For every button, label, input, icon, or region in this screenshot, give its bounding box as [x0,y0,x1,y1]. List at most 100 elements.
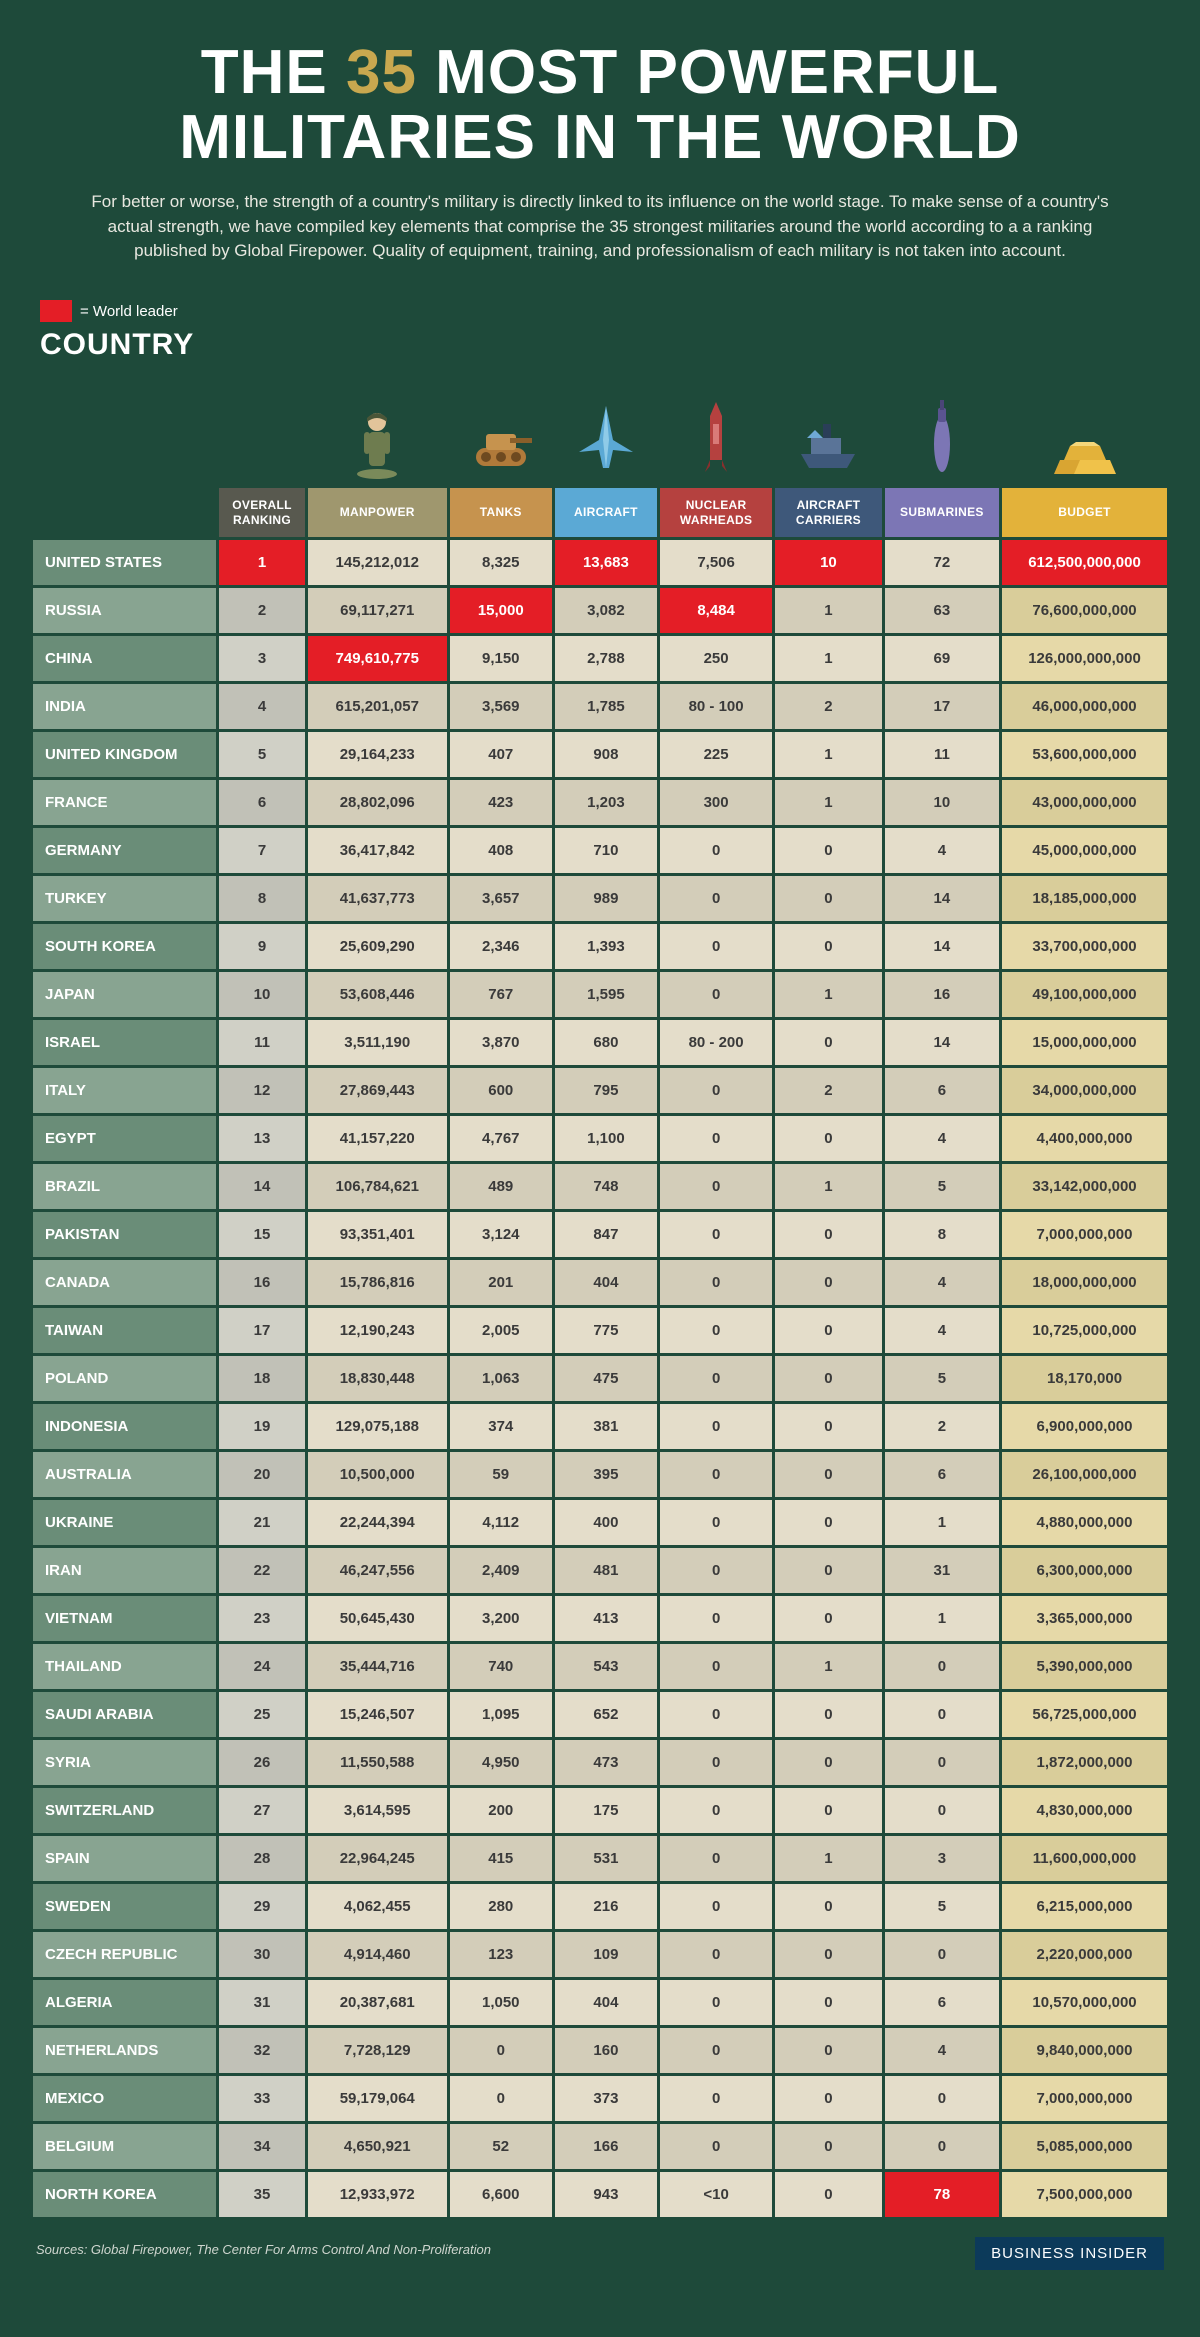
cell-manpower: 4,914,460 [308,1932,447,1977]
country-cell: SWEDEN [33,1884,216,1929]
cell-budget: 18,000,000,000 [1002,1260,1167,1305]
cell-aircraft: 710 [555,828,657,873]
cell-subs: 1 [885,1500,999,1545]
cell-subs: 10 [885,780,999,825]
table-row: NETHERLANDS327,728,12901600049,840,000,0… [33,2028,1167,2073]
cell-nukes: 0 [660,1548,772,1593]
cell-tanks: 407 [450,732,552,777]
country-cell: CHINA [33,636,216,681]
cell-subs: 6 [885,1452,999,1497]
country-cell: BRAZIL [33,1164,216,1209]
jet-icon [555,375,657,485]
cell-tanks: 9,150 [450,636,552,681]
cell-subs: 3 [885,1836,999,1881]
cell-rank: 19 [219,1404,304,1449]
country-cell: NETHERLANDS [33,2028,216,2073]
cell-nukes: 0 [660,972,772,1017]
cell-carriers: 0 [775,1260,882,1305]
cell-manpower: 28,802,096 [308,780,447,825]
table-row: SOUTH KOREA925,609,2902,3461,393001433,7… [33,924,1167,969]
cell-budget: 6,215,000,000 [1002,1884,1167,1929]
cell-nukes: 0 [660,1116,772,1161]
cell-aircraft: 404 [555,1980,657,2025]
cell-subs: 5 [885,1356,999,1401]
cell-nukes: 0 [660,1980,772,2025]
cell-nukes: 250 [660,636,772,681]
cell-aircraft: 481 [555,1548,657,1593]
cell-tanks: 15,000 [450,588,552,633]
cell-manpower: 50,645,430 [308,1596,447,1641]
cell-manpower: 41,157,220 [308,1116,447,1161]
cell-budget: 76,600,000,000 [1002,588,1167,633]
cell-subs: 6 [885,1068,999,1113]
cell-nukes: 0 [660,2028,772,2073]
cell-carriers: 0 [775,2124,882,2169]
cell-tanks: 1,050 [450,1980,552,2025]
cell-subs: 1 [885,1596,999,1641]
cell-budget: 11,600,000,000 [1002,1836,1167,1881]
cell-budget: 5,085,000,000 [1002,2124,1167,2169]
title-accent: 35 [346,38,417,107]
cell-aircraft: 413 [555,1596,657,1641]
country-cell: RUSSIA [33,588,216,633]
cell-aircraft: 748 [555,1164,657,1209]
cell-carriers: 0 [775,1212,882,1257]
gold-icon [1002,375,1167,485]
cell-carriers: 1 [775,732,882,777]
country-cell: BELGIUM [33,2124,216,2169]
table-row: SPAIN2822,964,24541553101311,600,000,000 [33,1836,1167,1881]
cell-rank: 24 [219,1644,304,1689]
cell-rank: 23 [219,1596,304,1641]
cell-rank: 22 [219,1548,304,1593]
cell-budget: 3,365,000,000 [1002,1596,1167,1641]
cell-aircraft: 160 [555,2028,657,2073]
cell-nukes: 0 [660,1836,772,1881]
table-row: RUSSIA269,117,27115,0003,0828,48416376,6… [33,588,1167,633]
cell-manpower: 15,246,507 [308,1692,447,1737]
cell-budget: 4,880,000,000 [1002,1500,1167,1545]
country-cell: INDONESIA [33,1404,216,1449]
cell-aircraft: 373 [555,2076,657,2121]
legend-label: = World leader [80,303,178,320]
table-row: FRANCE628,802,0964231,20330011043,000,00… [33,780,1167,825]
cell-manpower: 15,786,816 [308,1260,447,1305]
cell-aircraft: 543 [555,1644,657,1689]
cell-budget: 53,600,000,000 [1002,732,1167,777]
cell-subs: 2 [885,1404,999,1449]
cell-manpower: 10,500,000 [308,1452,447,1497]
cell-tanks: 1,063 [450,1356,552,1401]
cell-carriers: 0 [775,828,882,873]
cell-nukes: 0 [660,1212,772,1257]
cell-manpower: 25,609,290 [308,924,447,969]
cell-rank: 13 [219,1116,304,1161]
cell-manpower: 7,728,129 [308,2028,447,2073]
table-row: INDONESIA19129,075,1883743810026,900,000… [33,1404,1167,1449]
cell-budget: 26,100,000,000 [1002,1452,1167,1497]
cell-budget: 7,500,000,000 [1002,2172,1167,2217]
cell-budget: 33,142,000,000 [1002,1164,1167,1209]
cell-tanks: 767 [450,972,552,1017]
cell-subs: 4 [885,1116,999,1161]
cell-rank: 25 [219,1692,304,1737]
cell-manpower: 12,190,243 [308,1308,447,1353]
cell-tanks: 1,095 [450,1692,552,1737]
cell-rank: 26 [219,1740,304,1785]
cell-carriers: 0 [775,1020,882,1065]
cell-subs: 6 [885,1980,999,2025]
cell-budget: 612,500,000,000 [1002,540,1167,585]
cell-manpower: 93,351,401 [308,1212,447,1257]
cell-carriers: 10 [775,540,882,585]
cell-budget: 9,840,000,000 [1002,2028,1167,2073]
country-cell: JAPAN [33,972,216,1017]
cell-manpower: 3,614,595 [308,1788,447,1833]
cell-aircraft: 109 [555,1932,657,1977]
cell-nukes: 0 [660,1356,772,1401]
cell-manpower: 18,830,448 [308,1356,447,1401]
cell-budget: 6,900,000,000 [1002,1404,1167,1449]
cell-aircraft: 475 [555,1356,657,1401]
cell-rank: 33 [219,2076,304,2121]
col-head-rank: OVERALL RANKING [219,488,304,537]
cell-carriers: 0 [775,1548,882,1593]
cell-carriers: 1 [775,780,882,825]
cell-aircraft: 652 [555,1692,657,1737]
